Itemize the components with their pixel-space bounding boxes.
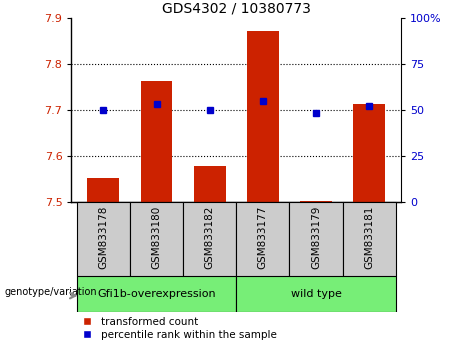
Legend: transformed count, percentile rank within the sample: transformed count, percentile rank withi… [77,317,277,340]
Text: wild type: wild type [290,289,342,299]
Text: GSM833182: GSM833182 [205,205,215,269]
Bar [194,166,225,202]
Text: GSM833180: GSM833180 [152,205,161,269]
Bar [236,276,396,312]
Bar [247,30,279,202]
Bar [236,202,290,276]
Bar [300,201,332,202]
Text: Gfi1b-overexpression: Gfi1b-overexpression [97,289,216,299]
Bar [130,202,183,276]
Bar [77,202,130,276]
Text: GSM833177: GSM833177 [258,205,268,269]
Title: GDS4302 / 10380773: GDS4302 / 10380773 [162,1,311,15]
Bar [343,202,396,276]
Text: GSM833181: GSM833181 [364,205,374,269]
Bar [88,178,119,202]
Bar [290,202,343,276]
Bar [77,276,236,312]
Text: GSM833178: GSM833178 [98,205,108,269]
Bar [141,81,172,202]
Text: GSM833179: GSM833179 [311,205,321,269]
Bar [353,104,385,202]
Bar [183,202,236,276]
Text: genotype/variation: genotype/variation [4,287,97,297]
